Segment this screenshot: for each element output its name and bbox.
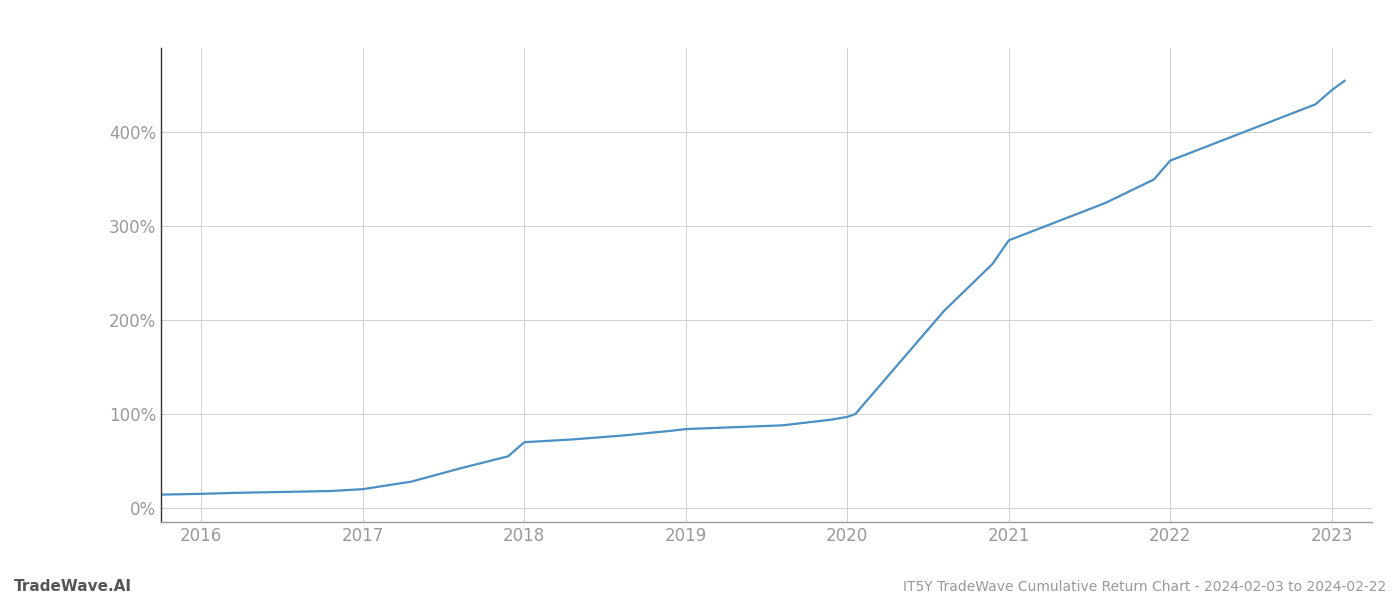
Text: TradeWave.AI: TradeWave.AI: [14, 579, 132, 594]
Text: IT5Y TradeWave Cumulative Return Chart - 2024-02-03 to 2024-02-22: IT5Y TradeWave Cumulative Return Chart -…: [903, 580, 1386, 594]
